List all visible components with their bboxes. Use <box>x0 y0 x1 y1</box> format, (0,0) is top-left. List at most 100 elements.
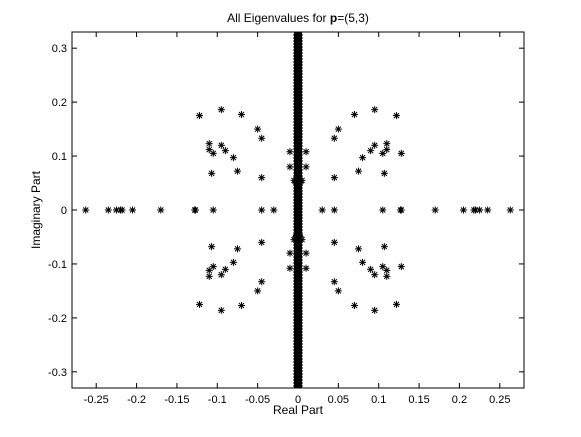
eigenvalue-point <box>359 258 367 266</box>
eigenvalue-point <box>104 206 112 214</box>
eigenvalue-point <box>484 206 492 214</box>
eigenvalue-point <box>157 206 165 214</box>
eigenvalue-point <box>371 141 379 149</box>
eigenvalue-point <box>205 272 213 280</box>
eigenvalue-point <box>330 278 338 286</box>
y-tick-label: -0.2 <box>48 313 67 325</box>
eigenvalue-point <box>302 249 310 257</box>
y-tick-label: -0.3 <box>48 367 67 379</box>
x-tick-label: -0.2 <box>127 394 146 406</box>
eigenvalue-point <box>302 163 310 171</box>
eigenvalue-point <box>209 263 217 271</box>
x-tick-label: 0.15 <box>408 394 429 406</box>
eigenvalue-point <box>217 141 225 149</box>
eigenvalue-point <box>330 206 338 214</box>
eigenvalue-point <box>217 306 225 314</box>
eigenvalue-point <box>286 148 294 156</box>
eigenvalue-point <box>351 301 358 309</box>
y-tick-label: -0.1 <box>48 259 67 271</box>
eigenvalue-point <box>221 147 229 155</box>
eigenvalue-point <box>286 264 294 272</box>
y-tick-label: 0.2 <box>52 97 67 109</box>
eigenvalue-point <box>397 206 405 214</box>
axis-ticks-layer: -0.25 -0.2 -0.15 -0.1 -0.05 0 0.05 0.1 0.15 0.2 0.… <box>48 32 524 406</box>
eigenvalue-point <box>367 147 375 155</box>
eigenvalue-point <box>258 238 266 246</box>
eigenvalue-point <box>383 140 391 148</box>
eigenvalue-point <box>208 243 216 251</box>
eigenvalue-point <box>318 206 326 214</box>
eigenvalue-point <box>258 174 266 182</box>
chart-title-suffix: =(5,3) <box>337 11 369 25</box>
chart-title-prefix: All Eigenvalues for <box>227 11 330 25</box>
data-points-layer <box>82 106 514 314</box>
x-tick-label: 0 <box>295 394 301 406</box>
eigenvalue-point <box>383 272 391 280</box>
eigenvalue-point <box>334 287 342 295</box>
eigenvalue-point <box>351 111 358 119</box>
eigenvalue-point <box>129 206 137 214</box>
eigenvalue-point <box>217 106 225 114</box>
eigenvalue-point <box>392 300 400 308</box>
eigenvalue-point <box>355 167 363 175</box>
chart-title: All Eigenvalues for p=(5,3) <box>227 11 369 25</box>
x-axis-label: Real Part <box>273 403 324 417</box>
eigenvalue-point <box>334 125 342 133</box>
eigenvalue-point <box>359 154 367 162</box>
x-tick-label: -0.15 <box>164 394 189 406</box>
eigenvalue-point <box>229 258 237 266</box>
eigenvalue-point <box>330 174 338 182</box>
eigenvalue-point <box>258 206 266 214</box>
eigenvalue-point <box>367 265 375 273</box>
eigenvalue-point <box>233 167 241 175</box>
x-tick-label: -0.05 <box>245 394 270 406</box>
eigenvalue-point <box>379 206 387 214</box>
eigenvalue-point <box>82 206 90 214</box>
eigenvalue-point <box>118 206 126 214</box>
eigenvalue-point <box>379 263 387 271</box>
eigenvalue-point <box>196 112 204 120</box>
eigenvalue-point <box>292 233 300 241</box>
eigenvalue-point <box>258 134 266 142</box>
eigenvalue-point <box>286 163 294 171</box>
x-tick-label: 0.2 <box>452 394 467 406</box>
x-tick-label: 0.25 <box>489 394 510 406</box>
eigenvalue-point <box>330 134 338 142</box>
eigenvalue-point <box>355 245 363 253</box>
eigenvalue-point <box>217 271 225 279</box>
eigenvalue-point <box>506 206 514 214</box>
eigenvalue-point <box>292 179 300 187</box>
eigenvalue-point <box>379 149 387 157</box>
eigenvalue-point <box>302 264 310 272</box>
eigenvalue-point <box>221 265 229 273</box>
eigenvalue-point <box>380 243 388 251</box>
x-tick-label: 0.05 <box>328 394 349 406</box>
eigenvalue-point <box>397 149 405 157</box>
eigenvalue-point <box>254 287 262 295</box>
eigenvalue-point <box>208 169 216 177</box>
y-axis-label: Imaginary Part <box>29 170 43 249</box>
dense-eigenvalue-band <box>294 32 302 388</box>
y-tick-label: 0.3 <box>52 43 67 55</box>
x-tick-label: 0.1 <box>371 394 386 406</box>
eigenvalue-point <box>238 301 245 309</box>
eigenvalue-point <box>302 148 310 156</box>
eigenvalue-point <box>371 306 379 314</box>
eigenvalue-point <box>431 206 439 214</box>
eigenvalue-point <box>270 206 278 214</box>
eigenvalue-point <box>191 206 199 214</box>
eigenvalue-point <box>330 238 338 246</box>
eigenvalue-point <box>371 106 379 114</box>
eigenvalue-point <box>459 206 467 214</box>
eigenvalue-point <box>209 206 217 214</box>
dense-band-layer <box>293 31 303 388</box>
eigenvalue-point <box>397 263 405 271</box>
eigenvalue-point <box>205 146 213 154</box>
eigenvalue-point <box>233 245 241 253</box>
x-tick-label: -0.1 <box>208 394 227 406</box>
y-tick-label: 0 <box>61 205 67 217</box>
eigenvalue-point <box>258 278 266 286</box>
eigenvalue-point <box>380 169 388 177</box>
eigenvalue-point <box>470 206 478 214</box>
